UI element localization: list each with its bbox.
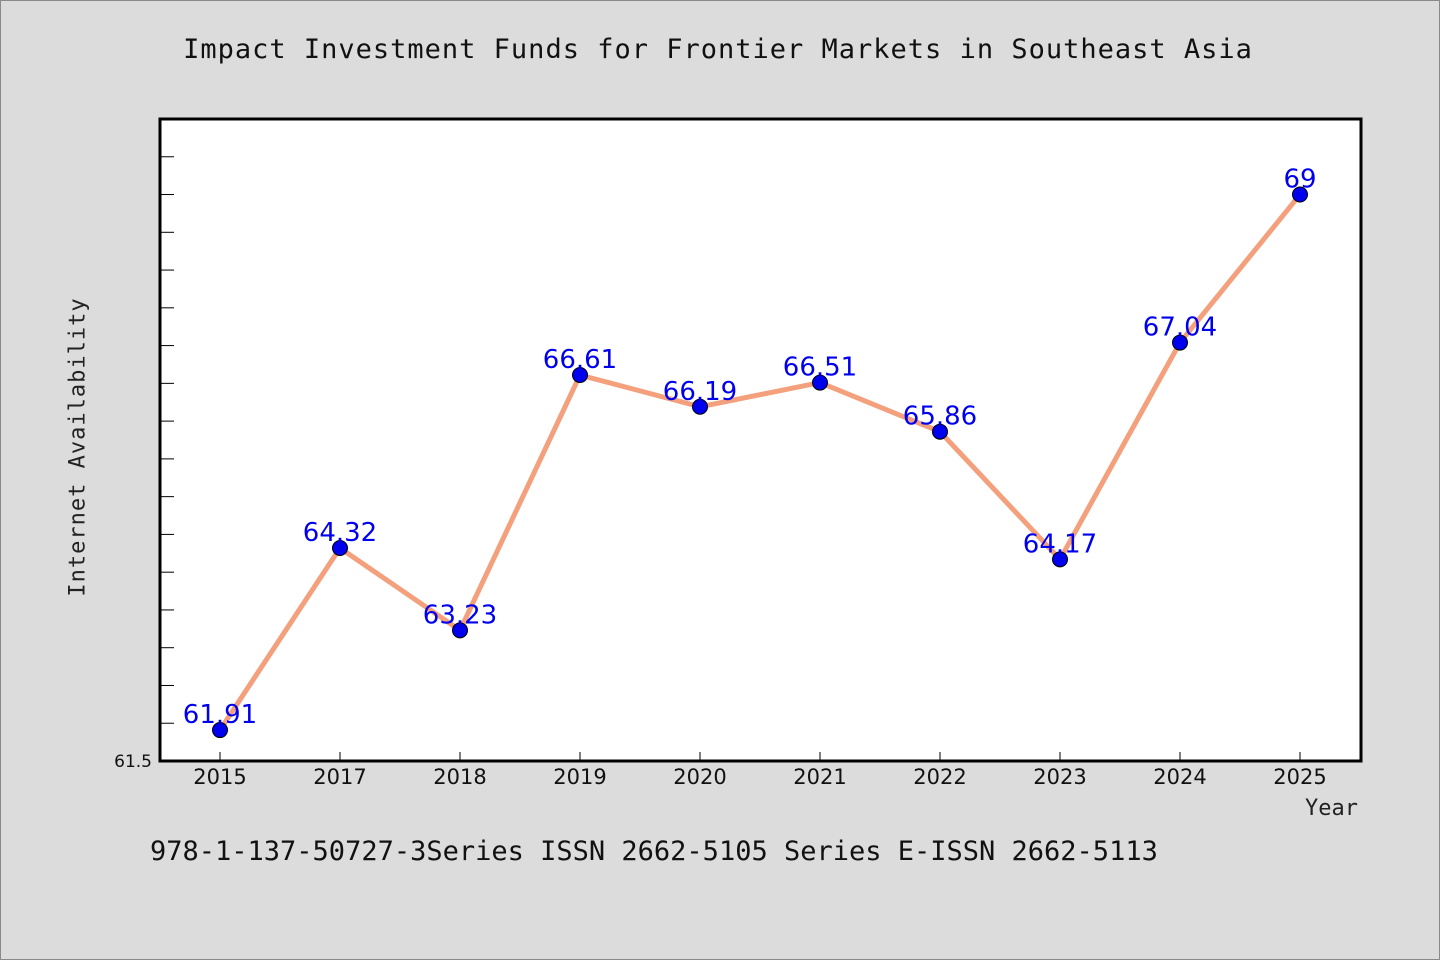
x-tick-label: 2019: [553, 765, 606, 789]
y-axis-ticks: [160, 118, 174, 762]
data-point: [932, 423, 948, 440]
x-tick-label: 2023: [1033, 765, 1086, 789]
x-tick-label: 2018: [433, 765, 486, 789]
data-label: 63.23: [423, 600, 497, 630]
x-tick-label: 2024: [1153, 765, 1206, 789]
data-markers: [212, 186, 1308, 739]
x-axis-ticks: 2015 2017 2018 2019 2020 2021 2022 2023 2024 2025: [193, 752, 1327, 789]
data-labels: 61.91 64.32 63.23 66.61 66.19 66.51 65.86 64.17…: [183, 165, 1317, 731]
data-point: [452, 622, 468, 639]
x-tick-label: 2020: [673, 765, 726, 789]
y-tick-label-min: 61.5: [114, 752, 152, 772]
x-tick-label: 2021: [793, 765, 846, 789]
chart-title: Impact Investment Funds for Frontier Mar…: [183, 34, 1253, 65]
x-tick-label: 2015: [193, 765, 246, 789]
data-point: [212, 722, 228, 739]
data-label: 64.17: [1023, 529, 1097, 559]
data-label: 65.86: [903, 402, 977, 432]
data-point: [1292, 186, 1308, 203]
data-point: [1172, 334, 1188, 351]
data-point: [812, 374, 828, 391]
data-point: [1052, 551, 1068, 568]
footer-isbn-note: 978-1-137-50727-3Series ISSN 2662-5105 S…: [150, 836, 1158, 867]
data-point: [692, 398, 708, 415]
data-label: 69: [1283, 165, 1316, 195]
x-axis-label: Year: [1305, 796, 1358, 821]
series-line: [217, 192, 1302, 732]
plot-area: [158, 117, 1363, 763]
x-tick-label: 2017: [313, 765, 366, 789]
x-tick-label: 2025: [1273, 765, 1326, 789]
data-label: 67.04: [1143, 313, 1217, 343]
data-label: 66.19: [663, 377, 737, 407]
x-tick-label: 2022: [913, 765, 966, 789]
data-point: [332, 540, 348, 557]
data-point: [572, 367, 588, 384]
data-label: 61.91: [183, 700, 257, 730]
data-label: 64.32: [303, 518, 377, 548]
data-label: 66.51: [783, 353, 857, 383]
data-label: 66.61: [543, 345, 617, 375]
